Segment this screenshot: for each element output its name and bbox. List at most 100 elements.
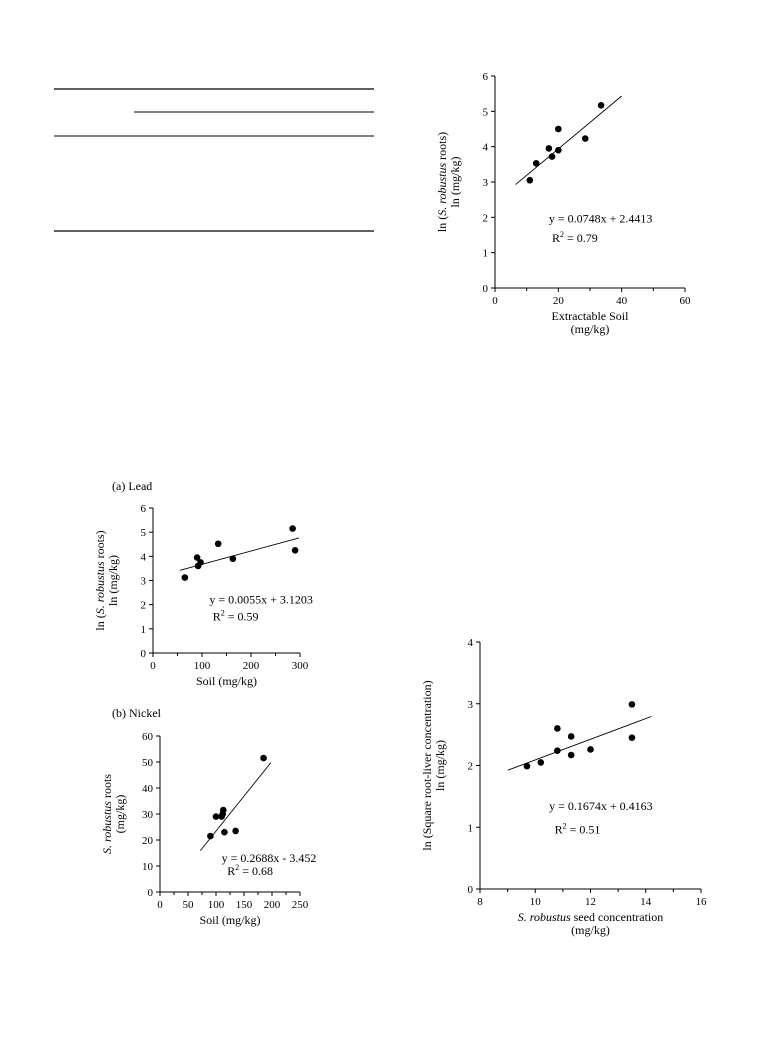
y-tick-label: 0 — [148, 887, 154, 899]
label-part: roots) — [93, 530, 107, 561]
chart-nickel: 0 50 100 150 200 250 0 10 20 30 40 50 60 (b) Nickel So… — [100, 706, 317, 927]
y-tick-label: 5 — [141, 527, 147, 539]
regression-equation: y = 0.2688x - 3.452 — [222, 851, 317, 865]
label-part: ln (mg/kg) — [448, 157, 462, 208]
y-tick-label: 0 — [468, 884, 474, 896]
x-tick-label: 0 — [157, 899, 163, 911]
y-tick-label: 40 — [142, 783, 154, 795]
label-part: S. robustus — [93, 561, 107, 614]
r-value: = 0.59 — [225, 609, 259, 623]
data-point — [232, 827, 239, 835]
label-part: seed concentration — [571, 910, 664, 924]
label-part: ln (Square root-liver concentration) — [420, 680, 434, 850]
y-tick-label: 2 — [141, 600, 147, 612]
data-point — [532, 159, 540, 167]
y-tick-label: 6 — [141, 503, 147, 515]
y-tick-label: 2 — [483, 212, 489, 224]
r-symbol: R — [555, 822, 563, 836]
y-tick-label: 4 — [483, 142, 489, 154]
x-tick-label: 100 — [208, 899, 225, 911]
data-point — [628, 734, 636, 742]
panel-label: (a) Lead — [112, 479, 152, 493]
x-tick-label: 150 — [236, 899, 253, 911]
data-point — [229, 555, 237, 563]
data-point — [219, 806, 227, 814]
r-squared-value: R2 = 0.79 — [552, 230, 598, 245]
y-tick-label: 50 — [142, 757, 154, 769]
r-squared-value: R2 = 0.68 — [227, 863, 273, 878]
data-point — [214, 540, 222, 548]
y-axis-title: ln (S. robustus roots) — [93, 530, 107, 630]
x-axis-title: Soil (mg/kg) — [196, 674, 257, 688]
y-tick-label: 3 — [141, 576, 147, 588]
r-value: = 0.79 — [564, 231, 598, 245]
data-point — [207, 832, 214, 840]
regression-equation: y = 0.0748x + 2.4413 — [549, 212, 653, 226]
label-part: ln (mg/kg) — [433, 740, 447, 791]
x-tick-label: 0 — [492, 295, 498, 307]
data-point — [554, 747, 561, 754]
label-part: S. robustus — [435, 163, 449, 216]
y-tick-label: 30 — [142, 809, 154, 821]
y-tick-label: 0 — [483, 283, 489, 295]
y-axis-title: ln (mg/kg) — [433, 740, 447, 791]
y-tick-label: 2 — [468, 761, 474, 773]
label-part: ln (mg/kg) — [106, 555, 120, 606]
x-tick-label: 200 — [243, 660, 260, 672]
y-tick-label: 1 — [141, 624, 147, 636]
x-tick-label: 100 — [194, 660, 211, 672]
label-part: (mg/kg) — [571, 923, 610, 937]
regression-equation: y = 0.1674x + 0.4163 — [549, 799, 653, 813]
r-superscript: 2 — [221, 608, 225, 617]
y-axis-title: (mg/kg) — [113, 795, 127, 834]
data-point — [555, 146, 562, 154]
label-part: (mg/kg) — [113, 795, 127, 834]
y-tick-label: 3 — [483, 177, 489, 189]
x-axis-title: Extractable Soil — [552, 309, 630, 323]
x-tick-label: 60 — [680, 295, 692, 307]
x-axis-title: (mg/kg) — [571, 923, 610, 937]
r-symbol: R — [213, 609, 221, 623]
x-tick-label: 12 — [585, 896, 596, 908]
data-point — [555, 125, 562, 133]
y-tick-label: 6 — [483, 71, 489, 83]
data-point — [523, 762, 531, 770]
x-tick-label: 300 — [292, 660, 309, 672]
data-point — [197, 559, 204, 566]
r-superscript: 2 — [235, 863, 239, 872]
x-tick-label: 50 — [183, 899, 195, 911]
x-tick-label: 8 — [477, 896, 483, 908]
x-tick-label: 0 — [150, 660, 156, 672]
label-part: S. robustus — [100, 801, 114, 854]
data-point — [545, 145, 553, 152]
data-point — [548, 153, 556, 160]
x-tick-label: 14 — [640, 896, 652, 908]
data-point — [567, 733, 575, 740]
x-tick-label: 20 — [553, 295, 565, 307]
x-tick-label: 10 — [530, 896, 542, 908]
data-point — [537, 759, 545, 766]
y-tick-label: 0 — [141, 648, 147, 660]
label-part: roots) — [435, 132, 449, 163]
x-axis-title: Soil (mg/kg) — [199, 913, 260, 927]
label-part: ln ( — [435, 216, 449, 232]
data-point — [289, 525, 296, 532]
r-squared-value: R2 = 0.51 — [555, 821, 601, 836]
trendline — [515, 95, 622, 185]
y-tick-label: 3 — [468, 699, 474, 711]
r-superscript: 2 — [560, 230, 564, 239]
data-point — [212, 813, 220, 820]
data-point — [554, 725, 561, 732]
data-point — [587, 746, 594, 753]
trendline — [507, 716, 652, 771]
y-axis-title: ln (Square root-liver concentration) — [420, 680, 434, 850]
data-point — [597, 102, 605, 109]
y-axis-title: ln (S. robustus roots) — [435, 132, 449, 232]
y-tick-label: 1 — [468, 822, 474, 834]
x-tick-label: 200 — [264, 899, 281, 911]
label-part: S. robustus — [518, 910, 571, 924]
panel-label: (b) Nickel — [112, 706, 162, 720]
data-point — [181, 574, 189, 581]
chart-lead: 0 100 200 300 0 1 2 3 4 5 6 (a) Lead Soil (mg/kg) ln … — [93, 479, 313, 688]
